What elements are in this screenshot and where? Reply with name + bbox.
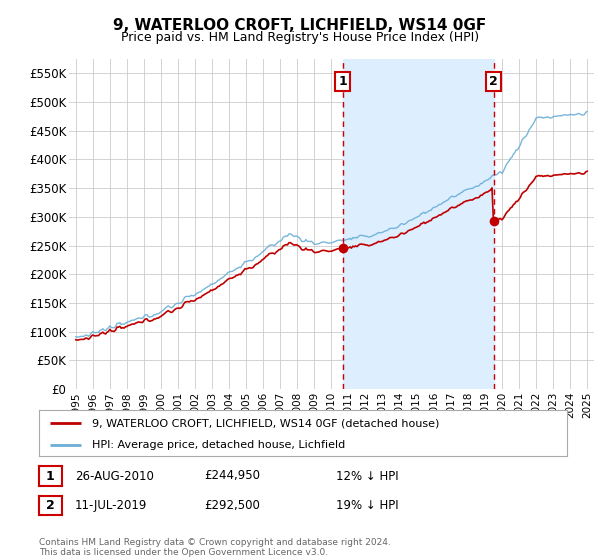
Text: 9, WATERLOO CROFT, LICHFIELD, WS14 0GF (detached house): 9, WATERLOO CROFT, LICHFIELD, WS14 0GF (… (92, 418, 439, 428)
Text: 11-JUL-2019: 11-JUL-2019 (75, 499, 148, 512)
Text: Contains HM Land Registry data © Crown copyright and database right 2024.
This d: Contains HM Land Registry data © Crown c… (39, 538, 391, 557)
Text: £292,500: £292,500 (204, 499, 260, 512)
Text: 2: 2 (46, 499, 55, 512)
Text: 26-AUG-2010: 26-AUG-2010 (75, 469, 154, 483)
Text: 9, WATERLOO CROFT, LICHFIELD, WS14 0GF: 9, WATERLOO CROFT, LICHFIELD, WS14 0GF (113, 18, 487, 33)
Text: 19% ↓ HPI: 19% ↓ HPI (336, 499, 398, 512)
Text: HPI: Average price, detached house, Lichfield: HPI: Average price, detached house, Lich… (92, 440, 345, 450)
Text: £244,950: £244,950 (204, 469, 260, 483)
Text: Price paid vs. HM Land Registry's House Price Index (HPI): Price paid vs. HM Land Registry's House … (121, 31, 479, 44)
Text: 2: 2 (490, 75, 498, 88)
Text: 1: 1 (338, 75, 347, 88)
Text: 12% ↓ HPI: 12% ↓ HPI (336, 469, 398, 483)
Text: 1: 1 (46, 469, 55, 483)
Bar (343, 59, 494, 389)
